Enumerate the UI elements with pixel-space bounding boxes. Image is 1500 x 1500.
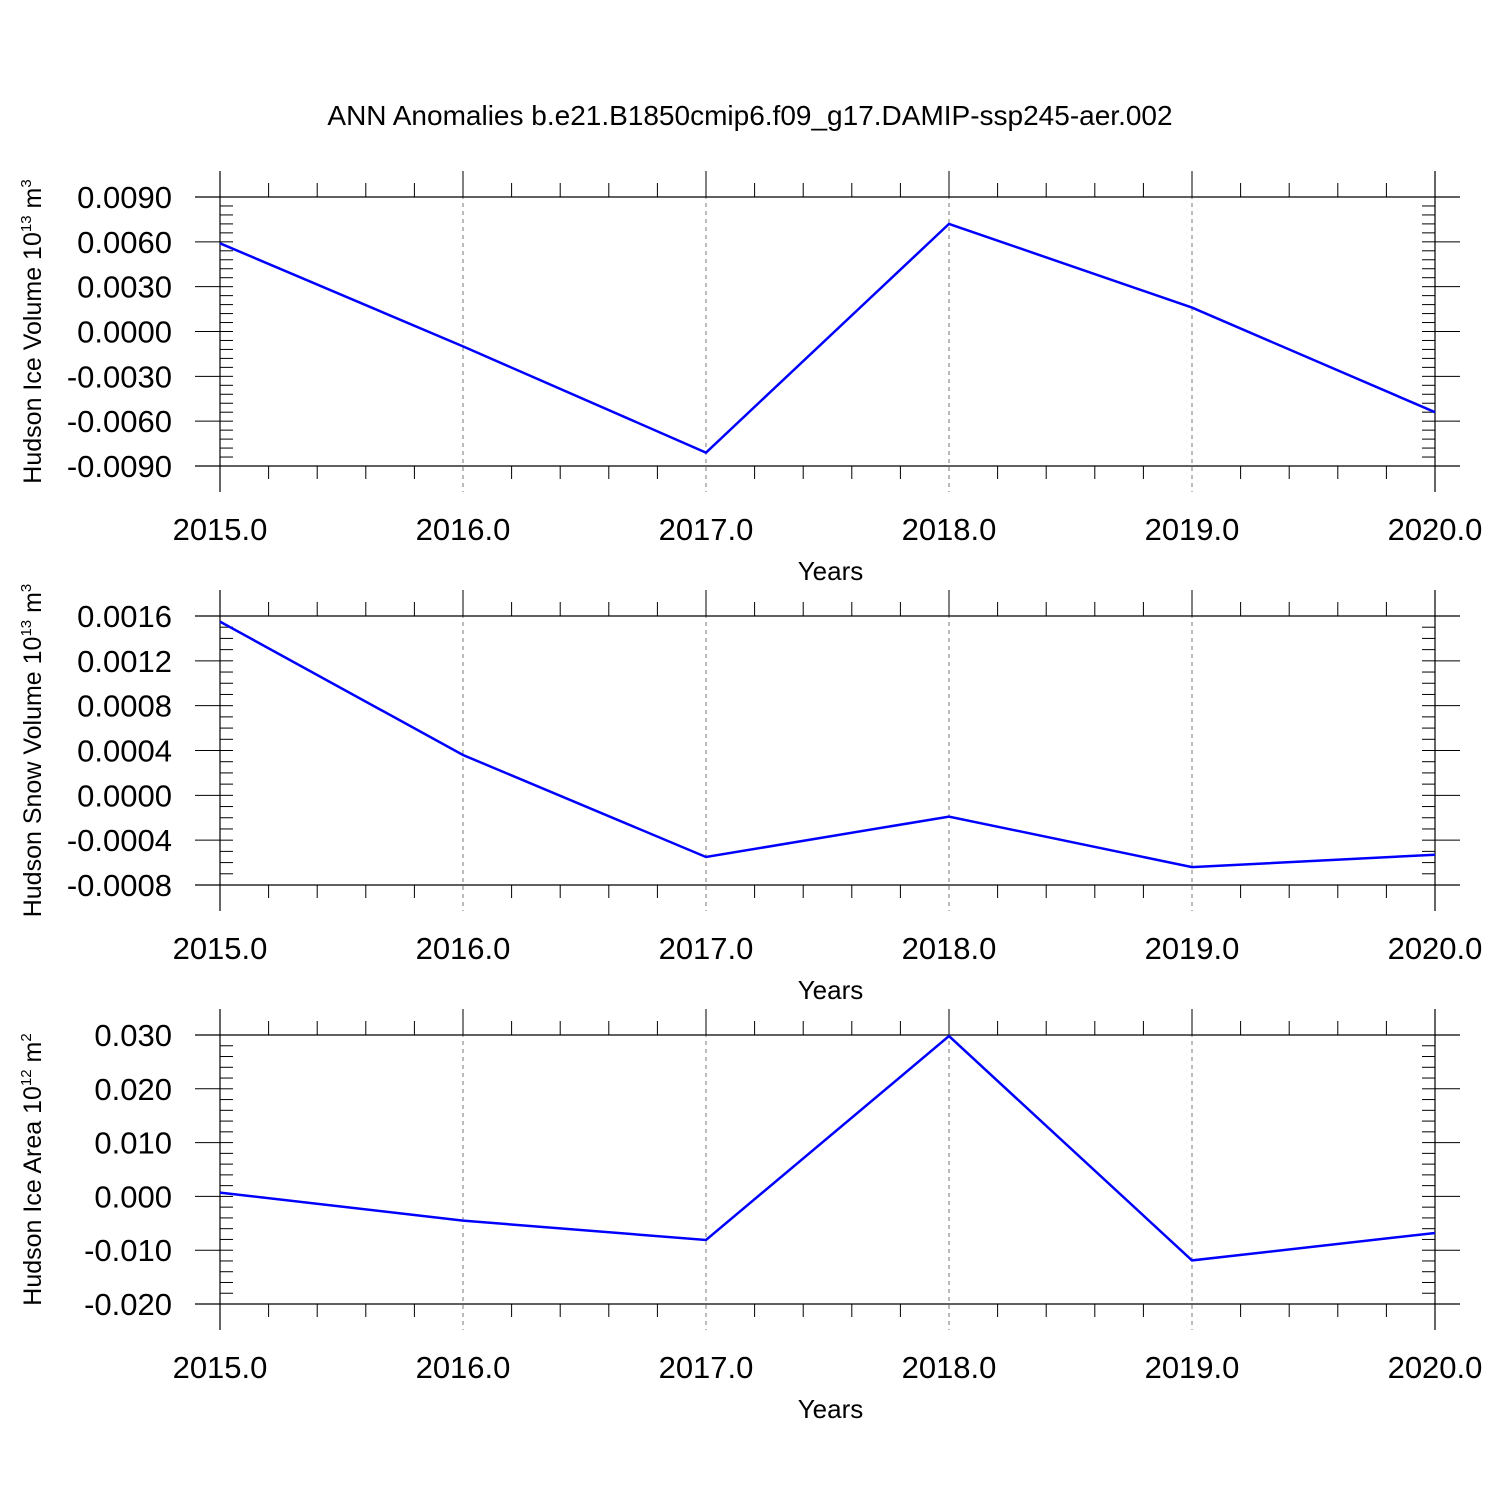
panels: 0.0090 0.0060 0.0030 0.0000 -0.0030 -0.0060 -0… <box>18 171 1482 1424</box>
x-tick-label: 2018.0 <box>902 512 997 547</box>
x-tick-label: 2016.0 <box>416 512 511 547</box>
y-tick-label: -0.010 <box>84 1233 172 1268</box>
x-tick-label: 2016.0 <box>416 1350 511 1385</box>
x-axis-label: Years <box>798 975 864 1005</box>
y-tick-label: 0.0090 <box>77 180 172 215</box>
y-axis-label: Hudson Ice Area 1012 m2 <box>18 1033 47 1305</box>
y-axis-label: Hudson Snow Volume 1013 m3 <box>18 584 47 918</box>
x-tick-label: 2019.0 <box>1145 1350 1240 1385</box>
series-line <box>219 222 1436 455</box>
y-tick-label: 0.0004 <box>77 734 172 769</box>
y-tick-label: 0.0012 <box>77 644 172 679</box>
y-tick-label: 0.030 <box>94 1018 172 1053</box>
y-tick-label: -0.0060 <box>67 404 172 439</box>
y-tick-label: -0.0008 <box>67 868 172 903</box>
x-tick-label: 2018.0 <box>902 931 997 966</box>
x-tick-label: 2017.0 <box>659 1350 754 1385</box>
y-tick-label: -0.0090 <box>67 449 172 484</box>
y-tick-label: -0.0004 <box>67 823 172 858</box>
y-tick-label: -0.020 <box>84 1287 172 1322</box>
x-tick-label: 2020.0 <box>1388 512 1483 547</box>
x-tick-label: 2017.0 <box>659 931 754 966</box>
panel-1: 0.0090 0.0060 0.0030 0.0000 -0.0030 -0.0060 -0… <box>18 171 1482 586</box>
y-tick-label: 0.0008 <box>77 689 172 724</box>
series-line <box>219 1034 1436 1262</box>
y-tick-label: 0.0000 <box>77 778 172 813</box>
x-tick-label: 2020.0 <box>1388 931 1483 966</box>
x-tick-label: 2019.0 <box>1145 931 1240 966</box>
panel-2: 0.0016 0.0012 0.0008 0.0004 0.0000 -0.0004 -0.… <box>18 584 1482 1005</box>
y-tick-label: 0.0000 <box>77 315 172 350</box>
x-tick-label: 2020.0 <box>1388 1350 1483 1385</box>
x-tick-label: 2017.0 <box>659 512 754 547</box>
x-tick-label: 2015.0 <box>173 931 268 966</box>
series-line <box>219 620 1436 869</box>
y-axis-label: Hudson Ice Volume 1013 m3 <box>18 179 47 483</box>
y-tick-label: 0.020 <box>94 1072 172 1107</box>
x-tick-label: 2018.0 <box>902 1350 997 1385</box>
x-tick-label: 2019.0 <box>1145 512 1240 547</box>
y-tick-label: 0.0060 <box>77 225 172 260</box>
y-tick-label: 0.0030 <box>77 270 172 305</box>
x-axis-label: Years <box>798 556 864 586</box>
x-axis-label: Years <box>798 1394 864 1424</box>
x-tick-label: 2015.0 <box>173 512 268 547</box>
x-tick-label: 2016.0 <box>416 931 511 966</box>
y-tick-label: 0.000 <box>94 1179 172 1214</box>
x-tick-label: 2015.0 <box>173 1350 268 1385</box>
y-tick-label: 0.0016 <box>77 599 172 634</box>
y-tick-label: 0.010 <box>94 1126 172 1161</box>
y-tick-label: -0.0030 <box>67 359 172 394</box>
chart-title: ANN Anomalies b.e21.B1850cmip6.f09_g17.D… <box>327 100 1172 131</box>
